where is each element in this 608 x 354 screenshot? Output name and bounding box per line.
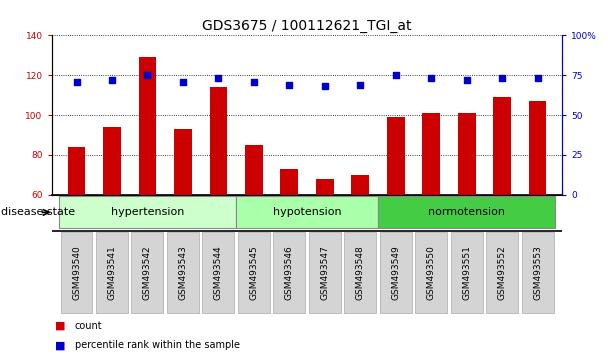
Point xyxy=(391,72,401,78)
Bar xyxy=(103,127,121,195)
Text: percentile rank within the sample: percentile rank within the sample xyxy=(75,341,240,350)
FancyBboxPatch shape xyxy=(309,232,340,313)
FancyBboxPatch shape xyxy=(61,232,92,313)
Bar xyxy=(210,87,227,195)
Text: hypertension: hypertension xyxy=(111,207,184,217)
Point xyxy=(426,75,436,81)
Text: disease state: disease state xyxy=(1,207,75,217)
Text: GSM493541: GSM493541 xyxy=(108,245,117,300)
FancyBboxPatch shape xyxy=(451,232,483,313)
FancyBboxPatch shape xyxy=(380,232,412,313)
Text: count: count xyxy=(75,321,103,331)
FancyBboxPatch shape xyxy=(378,196,555,228)
FancyBboxPatch shape xyxy=(522,232,553,313)
Point xyxy=(320,84,330,89)
Text: GSM493547: GSM493547 xyxy=(320,245,330,300)
Text: ■: ■ xyxy=(55,341,66,350)
Text: GSM493548: GSM493548 xyxy=(356,245,365,300)
Bar xyxy=(423,113,440,195)
FancyBboxPatch shape xyxy=(486,232,518,313)
FancyBboxPatch shape xyxy=(167,232,199,313)
Text: GSM493550: GSM493550 xyxy=(427,245,436,300)
Bar xyxy=(245,145,263,195)
Bar xyxy=(139,57,156,195)
Title: GDS3675 / 100112621_TGI_at: GDS3675 / 100112621_TGI_at xyxy=(202,19,412,33)
Text: GSM493549: GSM493549 xyxy=(391,245,400,300)
Point xyxy=(497,75,507,81)
Text: hypotension: hypotension xyxy=(273,207,341,217)
Bar xyxy=(67,147,85,195)
Point xyxy=(72,79,81,84)
FancyBboxPatch shape xyxy=(274,232,305,313)
FancyBboxPatch shape xyxy=(415,232,447,313)
Point xyxy=(285,82,294,87)
Text: ■: ■ xyxy=(55,321,66,331)
FancyBboxPatch shape xyxy=(344,232,376,313)
Text: GSM493543: GSM493543 xyxy=(178,245,187,300)
FancyBboxPatch shape xyxy=(96,232,128,313)
Text: GSM493544: GSM493544 xyxy=(214,245,223,300)
Bar xyxy=(351,175,369,195)
Text: GSM493545: GSM493545 xyxy=(249,245,258,300)
Text: GSM493546: GSM493546 xyxy=(285,245,294,300)
Point xyxy=(178,79,188,84)
Point xyxy=(533,75,542,81)
Point xyxy=(249,79,258,84)
FancyBboxPatch shape xyxy=(59,196,236,228)
Text: GSM493542: GSM493542 xyxy=(143,245,152,300)
Point xyxy=(461,77,471,83)
Text: GSM493540: GSM493540 xyxy=(72,245,81,300)
Bar xyxy=(280,169,298,195)
Bar xyxy=(529,101,547,195)
Text: GSM493553: GSM493553 xyxy=(533,245,542,300)
Bar xyxy=(458,113,475,195)
Text: normotension: normotension xyxy=(428,207,505,217)
Point xyxy=(355,82,365,87)
Point xyxy=(213,75,223,81)
Point xyxy=(107,77,117,83)
FancyBboxPatch shape xyxy=(131,232,164,313)
FancyBboxPatch shape xyxy=(238,232,270,313)
Bar xyxy=(174,129,192,195)
Bar xyxy=(493,97,511,195)
Bar xyxy=(387,117,404,195)
Text: GSM493551: GSM493551 xyxy=(462,245,471,300)
Point xyxy=(142,72,152,78)
Text: GSM493552: GSM493552 xyxy=(497,245,506,300)
Bar xyxy=(316,179,334,195)
FancyBboxPatch shape xyxy=(202,232,234,313)
FancyBboxPatch shape xyxy=(236,196,378,228)
